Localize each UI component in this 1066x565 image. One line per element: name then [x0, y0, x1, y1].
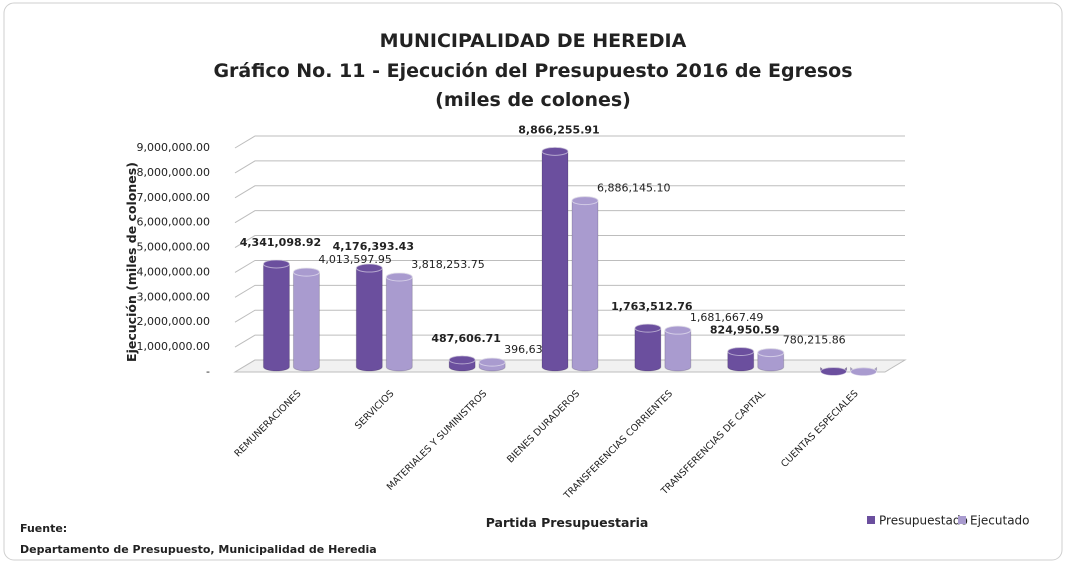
y-tick-label: -: [206, 365, 210, 378]
grid-line: [234, 185, 905, 199]
bar: [355, 263, 383, 372]
legend-swatch: [867, 516, 875, 524]
bar: [571, 196, 599, 372]
chart-subtitle: (miles de colones): [435, 89, 631, 111]
grid-line: [234, 210, 905, 224]
data-label: 1,763,512.76: [611, 300, 693, 313]
data-label: 8,866,255.91: [518, 123, 599, 136]
grid-line: [234, 259, 905, 273]
bar-top: [292, 267, 320, 277]
bar: [262, 259, 290, 372]
legend-label: Presupuestado: [879, 514, 968, 528]
bar: [541, 146, 569, 372]
chart-subtitle: Gráfico No. 11 - Ejecución del Presupues…: [213, 60, 852, 82]
bar-top: [634, 323, 662, 333]
data-label: 487,606.71: [431, 332, 501, 345]
grid-line: [234, 235, 905, 248]
y-tick-label: 5,000,000.00: [137, 241, 210, 254]
source: Departamento de Presupuesto, Municipalid…: [20, 543, 377, 556]
data-label: 1,681,667.49: [690, 311, 763, 324]
bar-top: [262, 259, 290, 269]
frame: [3, 2, 1063, 561]
bar-top: [478, 357, 506, 367]
y-tick-label: 2,000,000.00: [137, 315, 210, 328]
grid-line: [234, 135, 905, 149]
grid-line: [234, 309, 905, 323]
data-label: 3,818,253.75: [411, 258, 484, 271]
bar-top: [355, 263, 383, 273]
floor: [233, 359, 907, 373]
bar-top: [820, 367, 848, 377]
source-label: Fuente:: [20, 522, 67, 535]
data-label: 4,013,597.95: [318, 253, 391, 266]
grid-line: [234, 160, 905, 174]
data-label: 824,950.59: [710, 323, 780, 336]
x-axis-label: Partida Presupuestaria: [486, 515, 649, 530]
data-label: 780,215.86: [783, 334, 846, 347]
y-tick-label: 3,000,000.00: [137, 290, 210, 303]
y-tick-label: 1,000,000.00: [137, 340, 210, 353]
bar: [385, 272, 413, 372]
y-tick-label: 6,000,000.00: [137, 216, 210, 229]
bar-top: [727, 346, 755, 356]
y-tick-label: 9,000,000.00: [137, 141, 210, 154]
y-tick-label: 8,000,000.00: [137, 166, 210, 179]
bar-top: [757, 348, 785, 358]
data-label: 6,886,145.10: [597, 182, 670, 195]
data-label: 4,176,393.43: [333, 240, 414, 253]
bar-top: [850, 367, 878, 377]
legend-label: Ejecutado: [970, 514, 1030, 528]
y-tick-label: 4,000,000.00: [137, 265, 210, 278]
chart-title: MUNICIPALIDAD DE HEREDIA: [380, 30, 687, 52]
y-axis-label: Ejecución (miles de colones): [124, 162, 139, 362]
bar-top: [541, 146, 569, 156]
legend-swatch: [958, 516, 966, 524]
bar-top: [571, 196, 599, 206]
bar-top: [385, 272, 413, 282]
bar: [292, 267, 320, 372]
data-label: 4,341,098.92: [240, 236, 321, 249]
y-tick-label: 7,000,000.00: [137, 191, 210, 204]
bar-top: [664, 325, 692, 335]
bar-top: [448, 355, 476, 365]
grid-line: [234, 284, 905, 298]
